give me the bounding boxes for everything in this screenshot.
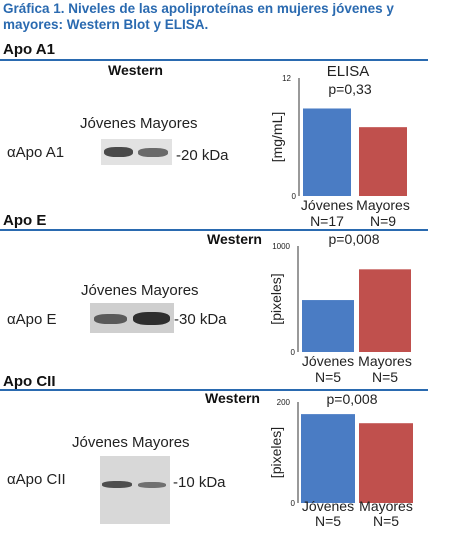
category-label: Jóvenes [302,498,354,514]
section-divider-apo-e [0,229,428,231]
western-label-apo-cii: Western [205,390,260,406]
lane-labels-apo-cii: Jóvenes Mayores [72,434,190,451]
bar-jvenes [301,414,355,503]
lane-labels-apo-a1: Jóvenes Mayores [80,115,198,132]
p-value-label: p=0,008 [327,391,378,407]
western-blot-image-apo-e [90,303,174,333]
y-tick-label: 0 [292,192,297,201]
category-label: Mayores [356,197,410,213]
western-blot-image-apo-cii [100,456,170,524]
chart-title: ELISA [327,63,370,80]
band-jovenes-apo-cii [102,481,132,488]
antibody-label-apo-a1: αApo A1 [7,144,65,161]
bar-jvenes [303,108,351,196]
y-tick-label: 0 [291,499,296,508]
section-divider-apo-cii [0,389,428,391]
y-tick-label: 200 [277,398,291,407]
y-tick-label: 1000 [272,242,290,251]
kda-marker-apo-a1: -20 kDa [176,147,229,164]
band-mayores-apo-cii [138,482,166,488]
sample-size-label: N=5 [372,369,398,385]
band-jovenes-apo-a1 [104,147,133,157]
bar-jvenes [302,300,354,352]
kda-marker-apo-cii: -10 kDa [173,474,226,491]
antibody-label-apo-cii: αApo CII [7,471,66,488]
category-label: Mayores [359,498,413,514]
category-label: Jóvenes [301,197,353,213]
sample-size-label: N=5 [373,513,399,529]
category-label: Jóvenes [302,353,354,369]
band-mayores-apo-a1 [138,148,168,157]
lane-labels-apo-e: Jóvenes Mayores [81,282,199,299]
sample-size-label: N=17 [310,213,344,229]
kda-marker-apo-e: -30 kDa [174,311,227,328]
western-label-apo-a1: Western [108,62,163,78]
category-label: Mayores [358,353,412,369]
western-blot-image-apo-a1 [101,139,172,165]
section-heading-apo-a1: Apo A1 [3,41,55,58]
bar-mayores [359,269,411,352]
section-heading-apo-cii: Apo CII [3,373,56,390]
y-axis-label: [mg/mL] [269,112,285,163]
section-heading-apo-e: Apo E [3,212,47,229]
antibody-label-apo-e: αApo E [7,311,57,328]
band-mayores-apo-e [133,312,170,325]
sample-size-label: N=5 [315,513,341,529]
y-axis-label: [pixeles] [268,427,284,478]
figure-title: Gráfica 1. Niveles de las apoliproteínas… [3,1,394,32]
sample-size-label: N=5 [315,369,341,385]
band-jovenes-apo-e [94,314,127,324]
p-value-label: p=0,008 [329,231,380,247]
section-divider-apo-a1 [0,59,428,61]
bar-mayores [359,127,407,196]
y-tick-label: 12 [282,74,291,83]
y-tick-label: 0 [291,348,296,357]
y-axis-label: [pixeles] [268,273,284,324]
sample-size-label: N=9 [370,213,396,229]
p-value-label: p=0,33 [328,81,371,97]
western-label-apo-e: Western [207,231,262,247]
bar-mayores [359,423,413,503]
